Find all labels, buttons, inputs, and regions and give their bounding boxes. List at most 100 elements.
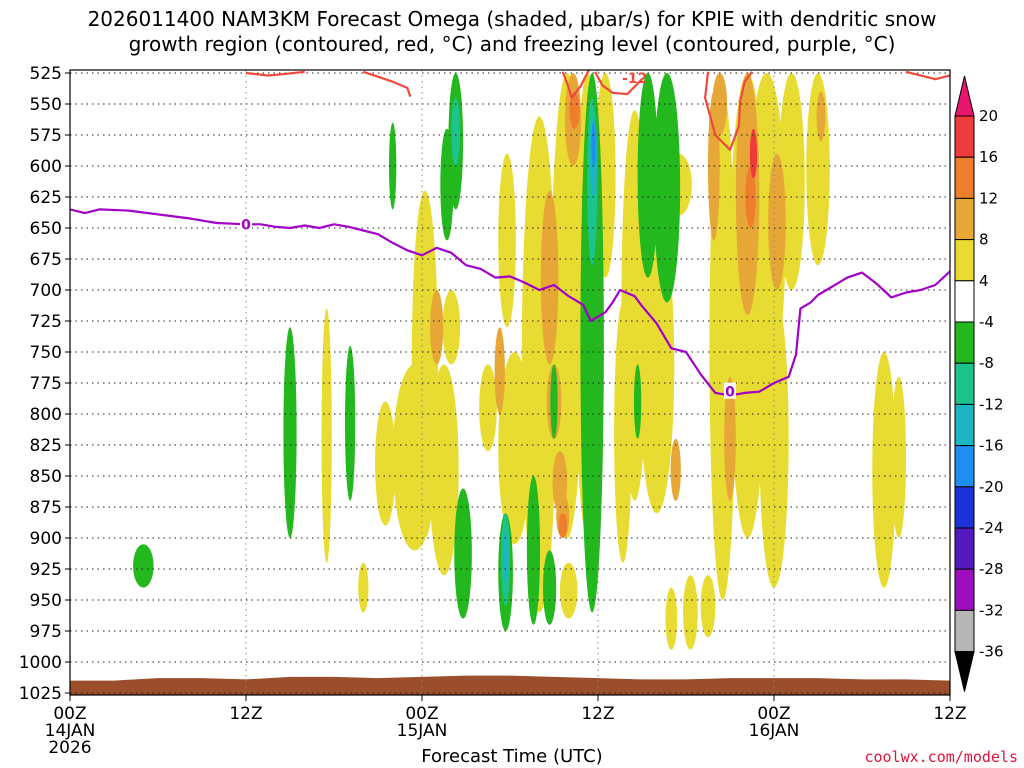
omega-cell-neg4 — [637, 73, 659, 278]
colorbar-label: -32 — [979, 601, 1004, 619]
omega-cell-pos8 — [724, 376, 736, 501]
omega-cell-pos4 — [498, 352, 531, 545]
colorbar-label: 8 — [979, 231, 989, 249]
omega-cell-pos8 — [670, 438, 681, 501]
omega-cell-pos4 — [411, 190, 439, 538]
omega-cell-pos12 — [745, 166, 756, 228]
freezing-level-label: 0 — [241, 217, 251, 233]
grid-lines — [69, 70, 951, 695]
y-tick-label: 550 — [30, 95, 62, 115]
y-tick-label: 900 — [30, 529, 62, 549]
colorbar: 20 16 12 8 4 -4 -8 -12 -16 -20 -24 -28 -32 -36 — [954, 75, 1004, 692]
colorbar-segment — [954, 403, 975, 447]
colorbar-label: -16 — [979, 437, 1004, 455]
colorbar-segment — [954, 486, 975, 529]
colorbar-label: -12 — [979, 395, 1004, 413]
dgz-minus12-contour — [594, 71, 643, 96]
x-tick-label: 12Z — [229, 704, 262, 724]
y-tick-label: 925 — [30, 560, 62, 580]
omega-cell-neg4 — [389, 122, 397, 210]
y-tick-label: 850 — [30, 467, 62, 487]
omega-cell-pos8 — [494, 327, 505, 414]
omega-cell-neg8 — [451, 97, 461, 166]
plot-area: 0 0 -12 — [69, 69, 951, 696]
omega-cell-pos4 — [683, 575, 698, 650]
colorbar-segment — [954, 280, 975, 323]
omega-cell-pos4 — [479, 364, 497, 452]
y-tick-label: 825 — [30, 436, 62, 456]
y-tick-label: 1000 — [19, 653, 62, 673]
omega-cell-pos4 — [559, 562, 578, 619]
omega-cell-pos4 — [700, 575, 716, 638]
omega-cell-pos8 — [768, 153, 786, 290]
omega-cell-pos4 — [358, 562, 369, 613]
y-tick-label: 975 — [30, 622, 62, 642]
omega-cell-neg4 — [633, 364, 642, 439]
x-tick-label: 00Z — [53, 704, 86, 724]
x-tick-label: 00Z — [757, 704, 790, 724]
colorbar-label: -24 — [979, 519, 1004, 537]
omega-cell-pos16 — [749, 128, 758, 179]
omega-cell-pos4 — [442, 290, 461, 365]
y-tick-label: 700 — [30, 281, 62, 301]
colorbar-label: -4 — [979, 313, 994, 331]
y-tick-label: 650 — [30, 219, 62, 239]
omega-cell-neg4 — [440, 128, 454, 241]
colorbar-label: 20 — [979, 107, 998, 125]
colorbar-segment — [954, 527, 975, 570]
colorbar-segment — [954, 239, 975, 282]
x-tick-label: 00Z — [405, 704, 438, 724]
dgz-minus12-contour — [362, 70, 412, 97]
colorbar-segment — [954, 156, 975, 199]
omega-cell-pos4 — [321, 308, 332, 563]
omega-cell-pos12 — [569, 91, 580, 129]
y-tick-label: 625 — [30, 188, 62, 208]
colorbar-bottom-arrow — [954, 651, 975, 692]
x-tick-label: 15JAN — [397, 721, 448, 741]
y-tick-label: 600 — [30, 157, 62, 177]
omega-cell-pos4 — [614, 302, 632, 563]
omega-cell-pos4 — [665, 587, 678, 650]
site-credit: coolwx.com/models — [864, 748, 1018, 766]
omega-cell-pos4 — [375, 401, 396, 526]
terrain-strip — [70, 675, 950, 695]
omega-cell-pos8 — [816, 91, 826, 142]
colorbar-segment — [954, 445, 975, 488]
omega-cell-neg12 — [502, 531, 509, 582]
colorbar-segment — [954, 115, 975, 158]
dgz-minus12-label: -12 — [622, 71, 647, 87]
y-tick-label: 875 — [30, 498, 62, 518]
y-tick-label: 775 — [30, 374, 62, 394]
freezing-label-bg — [240, 215, 252, 232]
x-tick-label: 2026 — [48, 738, 91, 758]
omega-cell-pos8 — [540, 190, 559, 365]
chart-title-line-1: 2026011400 NAM3KM Forecast Omega (shaded… — [88, 7, 937, 31]
freezing-label-bg — [724, 382, 736, 399]
omega-cell-neg4 — [526, 476, 541, 625]
colorbar-label: 16 — [979, 148, 998, 166]
colorbar-label: -8 — [979, 354, 994, 372]
colorbar-label: -36 — [979, 643, 1004, 661]
y-tick-label: 575 — [30, 126, 62, 146]
y-axis: 525 550 575 600 625 650 675 700 725 750 775 800 825 8… — [19, 64, 70, 704]
omega-cell-neg16 — [591, 122, 596, 166]
omega-cell-neg4 — [454, 488, 472, 619]
y-tick-label: 525 — [30, 64, 62, 84]
omega-cell-neg4 — [283, 327, 297, 538]
colorbar-segment — [954, 568, 975, 611]
x-tick-label: 12Z — [933, 704, 966, 724]
freezing-level-label: 0 — [725, 385, 735, 401]
dgz-minus12-contour — [905, 70, 950, 81]
colorbar-segment — [954, 321, 975, 364]
chart-title-line-2: growth region (contoured, red, °C) and f… — [129, 32, 896, 56]
contour-lines: 0 0 -12 — [70, 70, 950, 401]
omega-cell-pos4 — [498, 153, 516, 328]
colorbar-label: -20 — [979, 478, 1004, 496]
y-tick-label: 800 — [30, 405, 62, 425]
x-axis-label: Forecast Time (UTC) — [421, 746, 602, 767]
colorbar-label: -28 — [979, 560, 1004, 578]
colorbar-segment — [954, 362, 975, 405]
x-tick-label: 12Z — [581, 704, 614, 724]
